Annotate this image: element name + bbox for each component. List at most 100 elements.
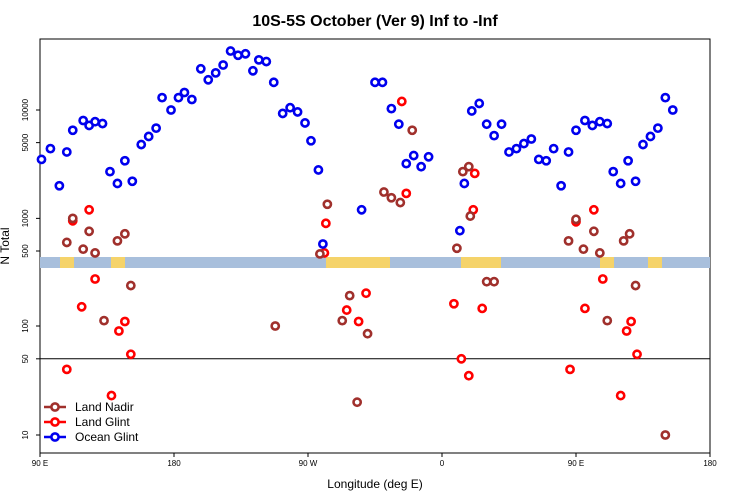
land-glint-point (565, 364, 575, 375)
land-nadir-point (61, 237, 72, 248)
x-tick-label: 90 E (32, 459, 48, 468)
ocean-glint-point (300, 118, 310, 128)
ocean-glint-point (277, 108, 288, 119)
land-nadir-point (563, 235, 574, 246)
ocean-glint-point (511, 143, 522, 154)
land-glint-point (90, 274, 100, 284)
land-nadir-point (463, 161, 474, 172)
land-glint-point (477, 303, 488, 314)
land-glint-point (597, 274, 608, 284)
ocean-glint-point (459, 178, 470, 189)
land-nadir-point (578, 244, 589, 255)
ocean-glint-point (652, 123, 663, 134)
ocean-glint-point (143, 131, 154, 142)
ocean-glint-point (638, 139, 648, 150)
land-nadir-point (119, 228, 130, 239)
land-nadir-point (67, 213, 78, 224)
ocean-glint-point (356, 204, 367, 215)
land-nadir-point (489, 276, 500, 287)
land-glint-point (621, 326, 632, 336)
map-land-indonesia-2 (648, 257, 662, 268)
x-tick-label: 180 (703, 459, 717, 468)
land-nadir-point (90, 248, 100, 258)
legend-label: Ocean Glint (75, 430, 139, 444)
land-glint-point (456, 353, 467, 364)
y-tick-label: 1000 (21, 209, 30, 227)
land-nadir-point (451, 243, 462, 254)
land-nadir-point (337, 315, 348, 326)
ocean-glint-point (548, 143, 559, 154)
land-nadir-point (112, 235, 123, 246)
land-glint-point (469, 168, 480, 179)
ocean-glint-point (179, 87, 190, 98)
y-tick-label: 10000 (21, 98, 30, 121)
ocean-glint-point (186, 94, 197, 105)
ocean-glint-point (248, 65, 258, 76)
land-glint-point (320, 218, 331, 229)
ocean-glint-point (166, 105, 176, 115)
land-nadir-point (571, 214, 581, 225)
ocean-glint-point (151, 123, 162, 134)
ocean-glint-point (253, 54, 264, 65)
map-land-africa (461, 257, 501, 268)
ocean-glint-point (660, 92, 671, 103)
ocean-glint-point (233, 50, 243, 61)
land-nadir-point (84, 226, 95, 237)
legend-marker (50, 402, 60, 412)
y-tick-label: 5000 (21, 133, 30, 151)
land-nadir-point (660, 430, 671, 440)
ocean-glint-point (645, 131, 656, 142)
map-land-indonesia-1 (111, 257, 125, 268)
y-axis-label: N Total (0, 227, 12, 264)
ocean-glint-point (556, 180, 567, 191)
ocean-glint-point (78, 115, 89, 126)
ocean-glint-point (533, 154, 544, 165)
ocean-glint-point (317, 239, 328, 249)
land-glint-point (401, 188, 412, 199)
ocean-glint-point (630, 176, 641, 187)
ocean-glint-point (218, 60, 229, 70)
ocean-glint-point (580, 115, 590, 126)
y-tick-label: 100 (21, 319, 30, 333)
ocean-glint-point (489, 130, 500, 141)
ocean-glint-point (112, 178, 123, 189)
legend-marker (50, 432, 60, 442)
land-glint-point (361, 288, 371, 299)
land-glint-point (119, 316, 130, 327)
ocean-glint-point (261, 56, 272, 67)
y-axis: 500 1000 5000 10000 10 50 100 (21, 98, 40, 439)
ocean-glint-point (615, 178, 626, 189)
ocean-glint-point (268, 77, 279, 88)
ocean-glint-point (173, 92, 184, 103)
land-nadir-point (344, 290, 355, 301)
map-land-south-america (326, 257, 390, 268)
ocean-glint-point (608, 166, 619, 177)
land-nadir-point (602, 315, 613, 326)
ocean-glint-point (408, 150, 419, 161)
land-glint-point (463, 370, 474, 381)
land-glint-point (615, 390, 626, 401)
ocean-glint-point (45, 143, 56, 154)
ocean-glint-point (285, 102, 296, 113)
legend-label: Land Nadir (75, 400, 134, 414)
land-nadir-point (379, 187, 389, 197)
y-tick-label: 500 (21, 244, 30, 258)
ocean-glint-point (563, 147, 574, 157)
ocean-glint-point (602, 118, 613, 129)
map-strip (40, 257, 710, 268)
ocean-glint-point (466, 106, 477, 116)
ocean-glint-point (36, 154, 47, 165)
data-points (36, 46, 678, 440)
ocean-glint-point (313, 165, 324, 175)
x-tick-label: 90 W (299, 459, 318, 468)
ocean-glint-point (504, 147, 514, 157)
land-glint-point (61, 364, 72, 375)
land-glint-point (125, 349, 136, 360)
land-nadir-point (630, 280, 641, 291)
land-glint-point (106, 390, 117, 401)
land-nadir-point (457, 166, 468, 177)
land-glint-point (341, 305, 352, 315)
x-axis-label: Longitude (deg E) (327, 477, 422, 491)
ocean-glint-point (225, 46, 236, 56)
